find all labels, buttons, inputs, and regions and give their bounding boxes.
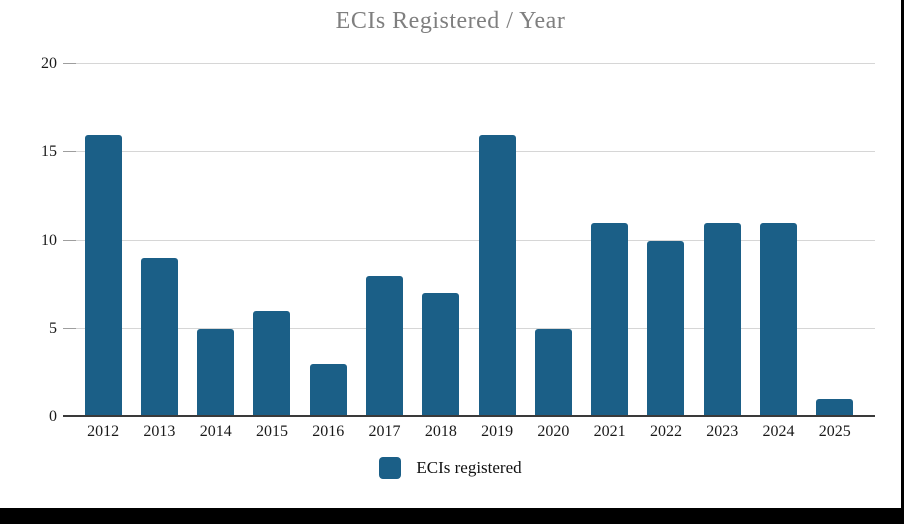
bar-slot-2019	[469, 64, 525, 417]
x-axis-line	[63, 415, 875, 417]
bar-2012	[84, 134, 122, 417]
x-label-2020: 2020	[537, 423, 570, 440]
bar-2020	[534, 328, 572, 417]
bar-slot-2018	[413, 64, 469, 417]
x-label-2017: 2017	[368, 423, 401, 440]
legend: ECIs registered	[0, 457, 901, 479]
gridline-10	[63, 239, 875, 241]
chart-title: ECIs Registered / Year	[335, 8, 566, 34]
bar-2024	[760, 222, 798, 417]
x-axis-labels: 2012 2013 2014 2015 2016 2017 2018 2019 2020 2021…	[75, 423, 863, 441]
bar-2014	[197, 328, 235, 417]
bars-row	[75, 64, 863, 417]
x-label-2013: 2013	[143, 423, 176, 440]
x-label-2014: 2014	[199, 423, 232, 440]
bar-2018	[422, 293, 460, 417]
x-label-2021: 2021	[593, 423, 626, 440]
bar-2025	[816, 399, 854, 417]
x-label-2018: 2018	[424, 423, 457, 440]
bar-slot-2015	[244, 64, 300, 417]
x-label-2012: 2012	[87, 423, 120, 440]
legend-swatch	[379, 457, 402, 479]
bar-slot-2021	[582, 64, 638, 417]
bottom-black-band	[0, 508, 904, 524]
x-label-2024: 2024	[762, 423, 795, 440]
bar-2013	[140, 258, 178, 417]
bar-2022	[647, 240, 685, 417]
y-tick-label-15: 15	[41, 143, 57, 161]
bar-slot-2023	[694, 64, 750, 417]
bar-2016	[309, 364, 347, 417]
bar-slot-2024	[750, 64, 806, 417]
gridline-20	[63, 63, 875, 64]
gridline-15	[63, 151, 875, 153]
bar-slot-2025	[807, 64, 863, 417]
bar-slot-2017	[356, 64, 412, 417]
bar-slot-2022	[638, 64, 694, 417]
gridline-5	[63, 327, 875, 329]
chart-slide: ECIs Registered / Year 0 5 10 15 20 2012 2013…	[0, 8, 901, 479]
x-label-2019: 2019	[481, 423, 514, 440]
y-tick-label-0: 0	[49, 408, 57, 425]
bar-slot-2014	[188, 64, 244, 417]
x-label-2023: 2023	[706, 423, 739, 440]
bar-slot-2012	[75, 64, 131, 417]
bar-2017	[366, 275, 404, 417]
bar-2015	[253, 311, 291, 417]
x-label-2016: 2016	[312, 423, 345, 440]
x-label-2022: 2022	[649, 423, 682, 440]
bar-2023	[703, 222, 741, 417]
bar-slot-2020	[525, 64, 581, 417]
bar-slot-2013	[131, 64, 187, 417]
bar-slot-2016	[300, 64, 356, 417]
y-tick-20	[63, 63, 76, 64]
y-tick-label-10: 10	[41, 231, 57, 249]
plot-area	[63, 63, 875, 417]
x-label-2025: 2025	[818, 423, 851, 440]
y-tick-label-5: 5	[49, 319, 57, 337]
right-black-band	[901, 0, 904, 524]
y-tick-10	[63, 239, 76, 241]
y-tick-5	[63, 327, 76, 329]
y-tick-15	[63, 151, 76, 153]
y-axis: 0 5 10 15 20	[0, 56, 57, 425]
y-tick-label-20: 20	[41, 55, 57, 72]
legend-label: ECIs registered	[416, 458, 522, 477]
bar-2019	[478, 134, 516, 417]
x-label-2015: 2015	[255, 423, 288, 440]
bar-2021	[591, 222, 629, 417]
